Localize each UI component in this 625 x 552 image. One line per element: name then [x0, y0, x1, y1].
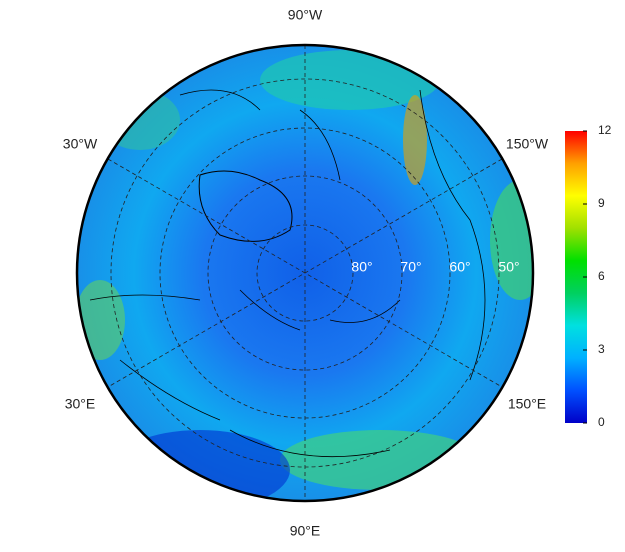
longitude-label: 90°E [290, 523, 321, 539]
colorbar [565, 131, 587, 423]
map-border [75, 43, 535, 503]
colorbar-tick-label: 12 [598, 123, 612, 137]
longitude-label: 30°W [63, 136, 98, 152]
colorbar-tick-label: 9 [598, 196, 605, 210]
longitude-label: 90°W [288, 7, 323, 23]
map-field [77, 45, 533, 501]
latitude-label: 60° [449, 259, 470, 275]
longitude-label: 150°E [508, 396, 546, 412]
longitude-label: 30°E [65, 396, 96, 412]
graticule [107, 45, 503, 501]
latitude-label: 80° [351, 259, 372, 275]
colorbar-tick-label: 6 [598, 269, 605, 283]
latitude-label: 70° [400, 259, 421, 275]
colorbar-tick-label: 0 [598, 415, 605, 429]
longitude-label: 150°W [506, 136, 549, 152]
colorbar-tick-label: 3 [598, 342, 605, 356]
latitude-label: 50° [498, 259, 519, 275]
